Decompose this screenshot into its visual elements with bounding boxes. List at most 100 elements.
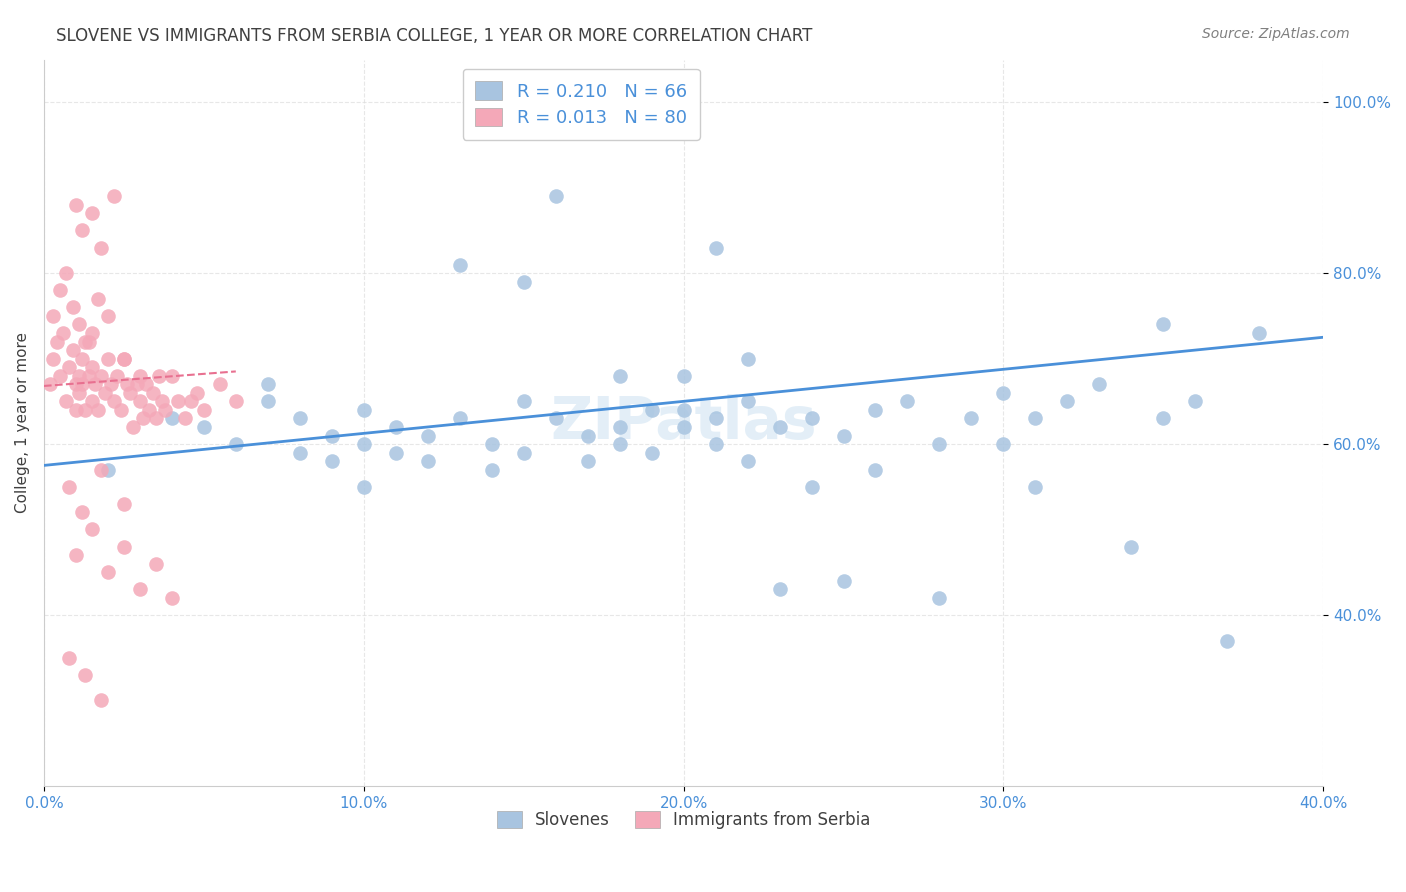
Point [609,368,631,383]
Point [416,454,439,468]
Point [928,591,950,605]
Point [256,377,278,392]
Point [1024,411,1046,425]
Point [1249,326,1271,340]
Point [160,368,183,383]
Point [110,403,132,417]
Point [122,420,145,434]
Point [120,385,142,400]
Point [704,411,727,425]
Point [77,334,100,349]
Point [737,454,759,468]
Point [512,445,534,459]
Point [640,403,662,417]
Point [112,351,135,366]
Point [138,403,160,417]
Point [481,463,503,477]
Point [960,411,983,425]
Point [416,428,439,442]
Point [1152,318,1174,332]
Point [58,480,80,494]
Point [87,292,110,306]
Point [67,318,90,332]
Point [288,445,311,459]
Point [186,385,208,400]
Point [97,565,120,579]
Point [87,403,110,417]
Point [321,454,343,468]
Point [150,394,173,409]
Text: SLOVENE VS IMMIGRANTS FROM SERBIA COLLEGE, 1 YEAR OR MORE CORRELATION CHART: SLOVENE VS IMMIGRANTS FROM SERBIA COLLEG… [56,27,813,45]
Text: Source: ZipAtlas.com: Source: ZipAtlas.com [1202,27,1350,41]
Point [321,428,343,442]
Point [80,360,103,375]
Point [640,445,662,459]
Point [112,351,135,366]
Point [75,334,97,349]
Point [45,334,67,349]
Point [52,326,75,340]
Point [672,368,695,383]
Point [1121,540,1143,554]
Point [384,445,406,459]
Point [832,428,855,442]
Point [576,428,599,442]
Text: ZIPatlas: ZIPatlas [550,394,817,451]
Point [225,394,247,409]
Point [112,497,135,511]
Point [193,420,215,434]
Point [193,403,215,417]
Point [768,420,790,434]
Point [800,480,823,494]
Point [72,223,94,237]
Point [128,394,150,409]
Point [993,385,1015,400]
Point [160,591,183,605]
Point [80,326,103,340]
Point [167,394,190,409]
Point [93,385,115,400]
Point [72,377,94,392]
Point [737,351,759,366]
Point [800,411,823,425]
Point [1184,394,1206,409]
Point [67,368,90,383]
Point [132,411,155,425]
Point [544,189,567,203]
Point [42,351,65,366]
Point [928,437,950,451]
Point [993,437,1015,451]
Point [67,385,90,400]
Point [865,403,887,417]
Point [115,377,138,392]
Point [49,283,72,297]
Point [449,411,471,425]
Point [135,377,157,392]
Point [84,377,107,392]
Point [58,650,80,665]
Point [72,351,94,366]
Point [90,241,112,255]
Point [80,206,103,220]
Point [77,368,100,383]
Point [1152,411,1174,425]
Point [288,411,311,425]
Point [672,403,695,417]
Point [39,377,62,392]
Point [97,463,120,477]
Point [544,411,567,425]
Point [768,582,790,597]
Point [512,394,534,409]
Point [58,360,80,375]
Point [75,667,97,681]
Point [65,377,87,392]
Point [128,582,150,597]
Point [160,411,183,425]
Point [62,301,84,315]
Point [609,437,631,451]
Point [90,693,112,707]
Point [1088,377,1111,392]
Point [704,437,727,451]
Point [896,394,918,409]
Point [75,403,97,417]
